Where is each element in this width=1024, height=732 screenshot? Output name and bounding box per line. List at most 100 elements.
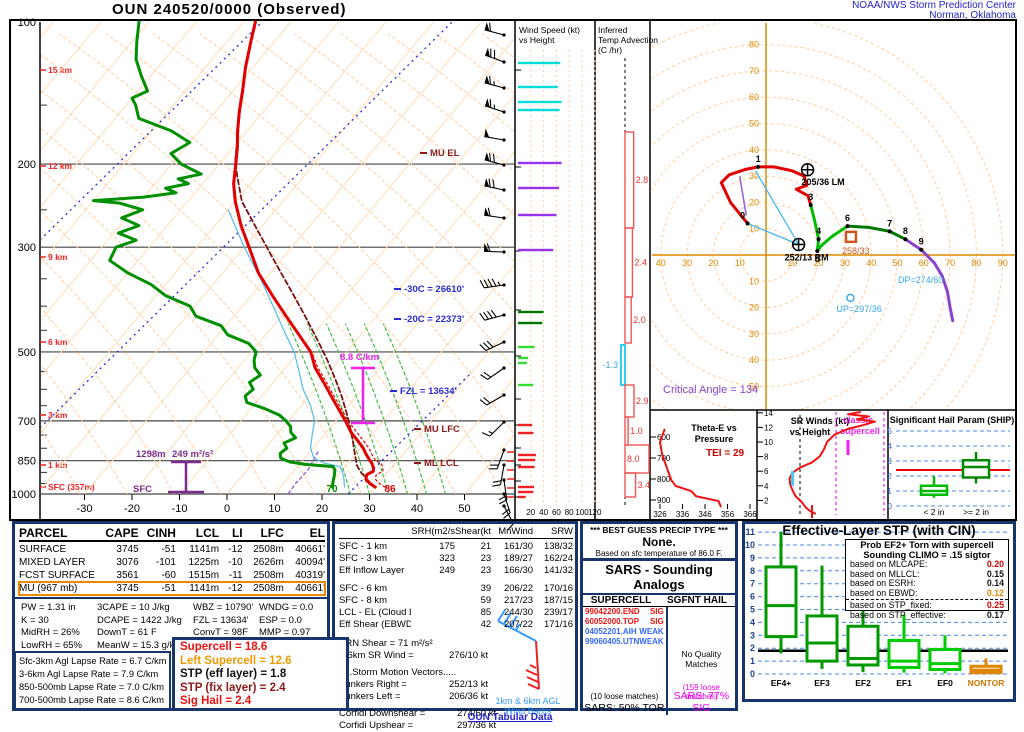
table-row: based on STP_effective: [850,611,946,621]
svg-text:326: 326 [653,510,667,519]
table-row: -60 [139,569,176,582]
svg-text:8.8 C/km: 8.8 C/km [340,352,379,363]
table-row: ESP = 0.0 [259,615,321,628]
svg-text:2: 2 [764,496,769,505]
table-row: Shear(kt) [455,526,491,537]
svg-text:FZL = 13634': FZL = 13634' [400,386,457,397]
table-row: WBZ = 10790' [193,602,259,615]
table-row: LFC [243,526,284,540]
table-row: MidRH = 26% [21,627,97,640]
svg-text:-10: -10 [172,503,188,515]
svg-text:TEI = 29: TEI = 29 [706,448,745,459]
svg-text:6: 6 [764,467,769,476]
svg-text:DP=274/60: DP=274/60 [898,275,943,285]
svg-text:20: 20 [526,508,535,517]
temperature-line [234,22,376,487]
svg-text:2.8: 2.8 [636,175,649,185]
svg-text:249 m²/s²: 249 m²/s² [172,449,213,460]
svg-text:Significant Hail Param (SHIP): Significant Hail Param (SHIP) [890,415,1015,425]
svg-text:500: 500 [18,347,36,359]
svg-text:2.0: 2.0 [633,315,646,325]
svg-text:3: 3 [887,456,892,466]
table-row: 40094' [284,556,325,569]
table-row: 39 [455,583,491,595]
table-row: -101 [139,556,176,569]
svg-text:700: 700 [18,416,36,428]
table-row: SURFACE [19,543,97,556]
table-row: Eff Inflow Layer [339,565,411,577]
table-row: LCL [176,526,219,540]
svg-text:900: 900 [657,496,671,505]
table-row: DCAPE = 1422 J/kg [97,615,193,628]
table-row: 850-500mb Lapse Rate = 7.0 C/km [19,681,169,694]
svg-text:30: 30 [749,329,759,339]
table-row: 171/16 [533,619,573,631]
table-row: MIXED LAYER [19,556,97,569]
svg-text:600: 600 [657,433,671,442]
svg-text:850: 850 [18,456,36,468]
table-row: No Quality Matches [668,649,735,669]
svg-text:80: 80 [565,508,574,517]
svg-text:90: 90 [998,258,1008,268]
table-row: 23 [455,565,491,577]
svg-text:-30: -30 [77,503,93,515]
svg-text:MU EL: MU EL [430,148,460,159]
table-row: SIG [650,617,664,627]
svg-text:Pressure: Pressure [695,434,734,444]
svg-text:6 km: 6 km [48,337,68,347]
table-row: 166/30 [491,565,533,577]
table-row: MnWind [491,526,533,537]
svg-text:MU LFC: MU LFC [424,424,460,435]
sr-winds-panel: SR Winds (kt)vs Height2468101214classics… [757,409,884,518]
svg-text:vs Height: vs Height [790,427,831,437]
table-row: 161/30 [491,541,533,553]
svg-text:70: 70 [749,66,759,76]
svg-text:4: 4 [764,482,769,491]
table-row: 59 [455,595,491,607]
table-row: 4-6km SR Wind = [339,650,449,662]
svg-text:10: 10 [268,503,280,515]
svg-text:7: 7 [887,218,892,228]
table-row: 141/32 [533,565,573,577]
table-row: EL [284,526,325,540]
svg-text:30: 30 [682,258,692,268]
table-row: WEAK [639,637,663,647]
table-row: -12 [219,543,243,556]
table-row: 162/24 [533,553,573,565]
svg-text:9 km: 9 km [48,252,68,262]
table-row: 323 [411,553,455,565]
table-row [411,595,455,607]
svg-text:10: 10 [735,258,745,268]
stp-panel-title: Effective-Layer STP (with CIN) [742,523,1016,538]
table-row: 4-6km SR Wind =276/10 kt [339,650,573,662]
svg-text:14: 14 [764,409,773,418]
svg-text:Temp Advection: Temp Advection [598,35,658,45]
table-row: 1515m [176,569,219,582]
svg-text:4: 4 [816,226,821,236]
tabular-data-link[interactable]: OUN Tabular Data [468,712,553,723]
table-row: -51 [139,582,176,595]
table-row [339,631,573,638]
table-row: 249 [411,565,455,577]
footer: OUN Tabular Data [330,712,690,723]
table-row [411,607,455,619]
wind-barb-column [480,22,514,530]
svg-text:80: 80 [971,258,981,268]
table-row: 99060405.UTN [585,637,639,647]
table-row: Bunkers Left = [339,691,449,703]
svg-text:-20: -20 [124,503,140,515]
svg-text:4: 4 [887,441,892,451]
svg-text:-20C = 22373': -20C = 22373' [404,314,464,325]
svg-text:336: 336 [676,510,690,519]
svg-text:Critical Angle = 134: Critical Angle = 134 [663,384,758,396]
table-row: Sig Hail = 2.4 [180,695,346,709]
svg-text:SFC: SFC [133,484,152,495]
svg-text:40: 40 [539,508,548,517]
page-title: OUN 240520/0000 (Observed) [112,1,346,18]
